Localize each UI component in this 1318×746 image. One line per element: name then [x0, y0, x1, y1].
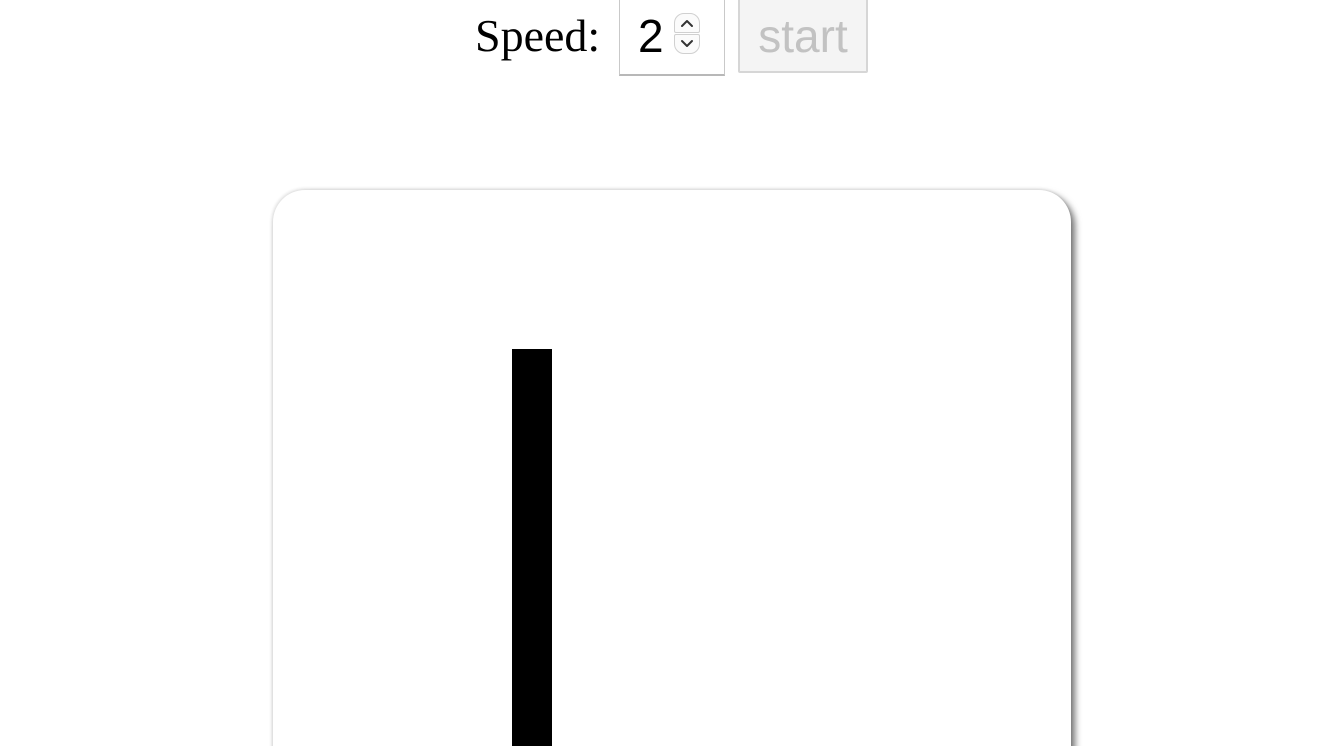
speed-label: Speed:: [475, 10, 601, 61]
vertical-bar: [512, 349, 552, 746]
speed-value[interactable]: 2: [638, 10, 664, 62]
chevron-up-icon: [681, 20, 693, 27]
spin-up-button[interactable]: [674, 13, 700, 33]
start-button[interactable]: start: [738, 0, 868, 73]
speed-number-input[interactable]: 2: [619, 0, 725, 76]
animation-canvas: [273, 190, 1071, 746]
chevron-down-icon: [681, 40, 693, 47]
speed-spinner[interactable]: [674, 13, 702, 55]
controls-bar: Speed: 2 start: [0, 0, 1318, 80]
spin-down-button[interactable]: [674, 34, 700, 54]
